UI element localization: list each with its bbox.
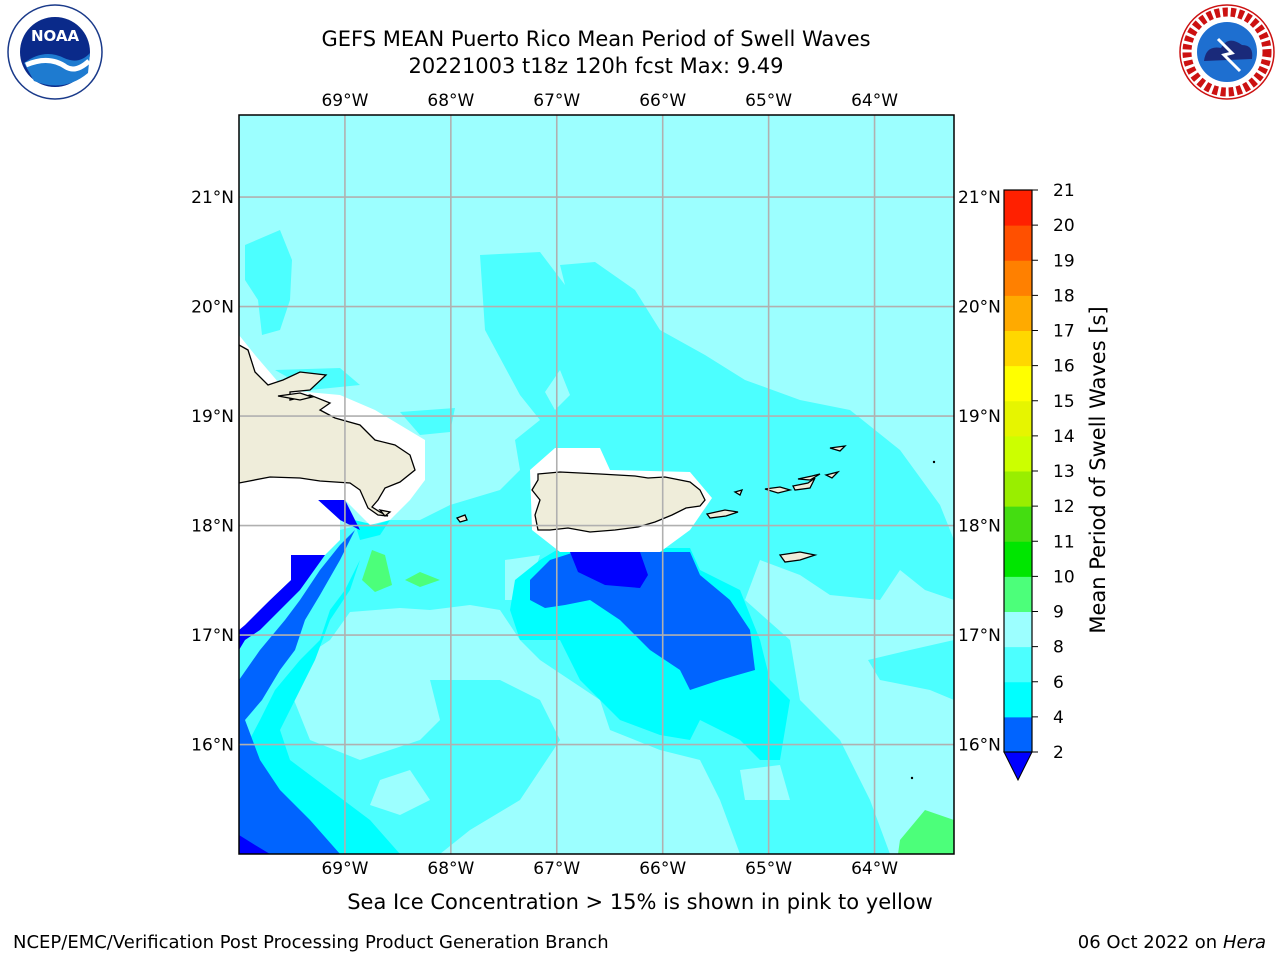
lon-tick-label-top: 67°W — [533, 91, 580, 111]
colorbar-swatch — [1004, 646, 1032, 683]
colorbar-tick-label: 18 — [1053, 286, 1075, 306]
culebra-island — [733, 489, 744, 496]
virgin-gorda-island — [824, 470, 841, 479]
colorbar-tick-label: 12 — [1053, 497, 1075, 517]
colorbar-swatch — [1004, 225, 1032, 261]
colorbar-swatch — [1004, 190, 1032, 226]
colorbar-tick-label: 10 — [1053, 567, 1075, 587]
lon-tick-label-bottom: 66°W — [639, 859, 686, 879]
colorbar-tick-label: 11 — [1053, 532, 1075, 552]
swell-2-4-region — [239, 530, 755, 854]
map-plot-area — [239, 115, 954, 854]
st-john-island — [792, 477, 816, 491]
lat-tick-label-left: 21°N — [191, 188, 234, 208]
sea-ice-footnote: Sea Ice Concentration > 15% is shown in … — [347, 890, 933, 914]
st-thomas-island — [764, 486, 793, 494]
colorbar-swatch — [1004, 611, 1032, 648]
map-title: GEFS MEAN Puerto Rico Mean Period of Swe… — [321, 27, 871, 51]
map-tick-labels: 69°W 69°W 68°W 68°W 67°W 67°W 66°W 66°W 65°W 65°W… — [191, 91, 1001, 879]
lat-tick-label-right: 20°N — [958, 298, 1001, 318]
swell-below-2-region — [239, 500, 648, 854]
colorbar-tick-label: 15 — [1053, 392, 1075, 412]
lat-tick-label-left: 20°N — [191, 298, 234, 318]
colorbar-tick-label: 20 — [1053, 216, 1075, 236]
colorbar-label: Mean Period of Swell Waves [s] — [1086, 306, 1110, 633]
colorbar-tick-label: 2 — [1053, 743, 1064, 763]
st-croix-island — [778, 551, 818, 563]
colorbar-tick-label: 14 — [1053, 427, 1075, 447]
mona-island — [455, 514, 468, 523]
land-masses — [239, 344, 847, 563]
colorbar-under-arrow — [1003, 751, 1033, 782]
tortola-island — [797, 473, 821, 481]
footer-date-text: 06 Oct 2022 on — [1077, 932, 1218, 953]
colorbar-swatch — [1004, 435, 1032, 472]
colorbar-swatch — [1004, 330, 1032, 367]
footer-host: Hera — [1222, 932, 1266, 953]
map-frame — [238, 114, 955, 855]
colorbar-swatch — [1004, 541, 1032, 577]
swell-9-10-region — [362, 550, 954, 854]
colorbar-swatch — [1004, 471, 1032, 507]
colorbar-swatch — [1004, 576, 1032, 612]
colorbar-tick-label: 19 — [1053, 251, 1075, 271]
colorbar-swatch — [1004, 365, 1032, 402]
nws-logo-icon — [1179, 4, 1275, 100]
lat-tick-label-right: 16°N — [958, 736, 1001, 756]
lat-tick-label-left: 18°N — [191, 517, 234, 537]
lat-tick-label-left: 19°N — [191, 407, 234, 427]
lon-tick-label-bottom: 67°W — [533, 859, 580, 879]
map-subtitle: 20221003 t18z 120h fcst Max: 9.49 — [408, 54, 784, 78]
lon-tick-label-top: 64°W — [851, 91, 898, 111]
lon-tick-label-bottom: 65°W — [745, 859, 792, 879]
small-island-east — [932, 460, 936, 464]
tortuga-island — [277, 392, 315, 401]
footer-date: 06 Oct 2022 on Hera — [1078, 932, 1266, 953]
hispaniola-land — [239, 344, 416, 517]
footer-credit: NCEP/EMC/Verification Post Processing Pr… — [13, 932, 609, 953]
lon-tick-label-top: 68°W — [427, 91, 474, 111]
colorbar-tick-label: 21 — [1053, 181, 1075, 201]
lat-tick-label-right: 17°N — [958, 626, 1001, 646]
noaa-logo-icon: NOAA — [7, 4, 103, 100]
vieques-island — [705, 509, 739, 519]
colorbar-swatch — [1004, 400, 1032, 437]
lon-tick-label-bottom: 64°W — [851, 859, 898, 879]
lat-tick-label-left: 17°N — [191, 626, 234, 646]
noaa-logo-text: NOAA — [31, 27, 80, 45]
lon-tick-label-top: 65°W — [745, 91, 792, 111]
colorbar-swatch — [1004, 716, 1032, 753]
colorbar-tick-label: 16 — [1053, 357, 1075, 377]
colorbar-swatch — [1004, 681, 1032, 718]
colorbar-tick-label: 6 — [1053, 673, 1064, 693]
colorbar-swatch — [1004, 260, 1032, 296]
lon-tick-label-bottom: 69°W — [321, 859, 368, 879]
colorbar-tick-label: 4 — [1053, 708, 1064, 728]
colorbar-swatch — [1004, 506, 1032, 542]
colorbar: 2 4 6 8 9 10 11 12 13 14 15 16 17 18 19 20 21 — [1003, 181, 1075, 782]
colorbar-tick-label: 8 — [1053, 638, 1064, 658]
lon-tick-label-top: 69°W — [321, 91, 368, 111]
lon-tick-label-bottom: 68°W — [427, 859, 474, 879]
colorbar-swatch — [1004, 295, 1032, 331]
lat-tick-label-right: 21°N — [958, 188, 1001, 208]
colorbar-tick-label: 9 — [1053, 603, 1064, 623]
saona-island — [378, 509, 392, 517]
swell-8-9-patches — [370, 370, 790, 835]
lat-tick-label-right: 19°N — [958, 407, 1001, 427]
colorbar-tick-label: 17 — [1053, 322, 1075, 342]
colorbar-tick-label: 13 — [1053, 462, 1075, 482]
lat-tick-label-right: 18°N — [958, 517, 1001, 537]
anegada-island — [829, 445, 847, 452]
lon-tick-label-top: 66°W — [639, 91, 686, 111]
map-grid — [239, 115, 954, 854]
lat-tick-label-left: 16°N — [191, 736, 234, 756]
small-island-south — [910, 776, 914, 780]
